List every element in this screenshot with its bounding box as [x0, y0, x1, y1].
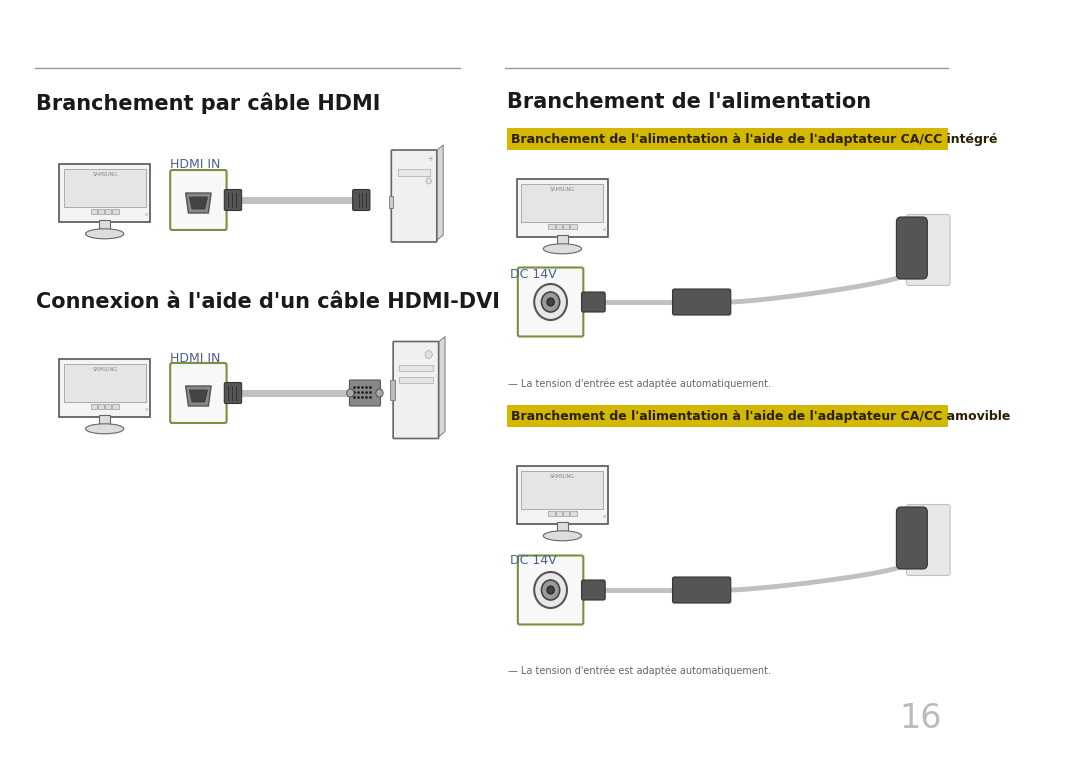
Text: Connexion à l'aide d'un câble HDMI-DVI: Connexion à l'aide d'un câble HDMI-DVI	[37, 292, 500, 312]
Text: SAMSUNG: SAMSUNG	[92, 172, 117, 177]
Bar	[105, 209, 111, 214]
Bar	[549, 224, 555, 230]
Bar	[507, 405, 948, 427]
Bar	[390, 380, 395, 400]
Bar	[64, 169, 146, 207]
Text: HDMI IN: HDMI IN	[171, 352, 220, 365]
Text: SAMSUNG: SAMSUNG	[550, 187, 575, 192]
Circle shape	[535, 572, 567, 608]
Bar	[399, 376, 433, 382]
FancyBboxPatch shape	[350, 380, 380, 406]
Bar	[563, 511, 569, 517]
Bar	[399, 365, 433, 371]
Text: DC 14V: DC 14V	[510, 268, 556, 281]
Text: Branchement de l'alimentation à l'aide de l'adaptateur CA/CC amovible: Branchement de l'alimentation à l'aide d…	[511, 410, 1010, 423]
Bar	[555, 511, 562, 517]
Circle shape	[546, 586, 554, 594]
FancyBboxPatch shape	[393, 342, 438, 439]
Bar	[522, 472, 604, 509]
Text: e: e	[603, 227, 606, 232]
Bar	[557, 235, 568, 249]
Text: — La tension d'entrée est adaptée automatiquement.: — La tension d'entrée est adaptée automa…	[508, 378, 771, 388]
Bar	[91, 209, 97, 214]
Bar	[105, 404, 111, 409]
Text: — La tension d'entrée est adaptée automatiquement.: — La tension d'entrée est adaptée automa…	[508, 665, 771, 675]
FancyBboxPatch shape	[225, 382, 242, 404]
Text: +: +	[428, 156, 433, 162]
Circle shape	[347, 389, 354, 397]
Bar	[507, 128, 948, 150]
Bar	[570, 224, 577, 230]
Bar	[390, 196, 393, 208]
FancyBboxPatch shape	[171, 170, 227, 230]
Text: HDMI IN: HDMI IN	[171, 158, 220, 171]
Circle shape	[376, 389, 383, 397]
Text: Branchement de l'alimentation à l'aide de l'adaptateur CA/CC intégré: Branchement de l'alimentation à l'aide d…	[511, 133, 997, 146]
Bar	[59, 164, 150, 222]
Circle shape	[546, 298, 554, 306]
FancyBboxPatch shape	[517, 555, 583, 624]
Bar	[557, 522, 568, 536]
Ellipse shape	[543, 531, 581, 541]
Circle shape	[426, 350, 432, 359]
Bar	[59, 359, 150, 417]
FancyBboxPatch shape	[581, 580, 605, 600]
Text: Branchement de l'alimentation: Branchement de l'alimentation	[507, 92, 872, 112]
FancyBboxPatch shape	[391, 150, 436, 242]
FancyBboxPatch shape	[517, 268, 583, 336]
Circle shape	[535, 284, 567, 320]
Circle shape	[426, 178, 431, 184]
Bar	[64, 364, 146, 402]
Bar	[112, 404, 119, 409]
Ellipse shape	[85, 229, 124, 239]
FancyBboxPatch shape	[906, 504, 950, 575]
Text: DC 14V: DC 14V	[510, 554, 556, 567]
Text: e: e	[145, 407, 148, 412]
Polygon shape	[186, 193, 211, 213]
Ellipse shape	[85, 423, 124, 434]
Bar	[570, 511, 577, 517]
FancyBboxPatch shape	[673, 289, 731, 315]
Circle shape	[541, 580, 559, 600]
FancyBboxPatch shape	[581, 292, 605, 312]
Polygon shape	[189, 197, 207, 209]
FancyBboxPatch shape	[225, 189, 242, 211]
FancyBboxPatch shape	[673, 577, 731, 603]
FancyBboxPatch shape	[896, 217, 928, 279]
Bar	[517, 466, 608, 524]
Bar	[98, 209, 104, 214]
FancyBboxPatch shape	[896, 507, 928, 569]
Bar	[522, 184, 604, 222]
Polygon shape	[186, 386, 211, 406]
Bar	[517, 179, 608, 237]
Bar	[98, 404, 104, 409]
Text: SAMSUNG: SAMSUNG	[92, 367, 117, 372]
Bar	[563, 224, 569, 230]
Text: e: e	[145, 212, 148, 217]
FancyBboxPatch shape	[906, 214, 950, 285]
Bar	[397, 169, 431, 176]
Bar	[99, 220, 110, 233]
Text: SAMSUNG: SAMSUNG	[550, 474, 575, 478]
Text: Branchement par câble HDMI: Branchement par câble HDMI	[37, 92, 381, 114]
Bar	[555, 224, 562, 230]
Bar	[91, 404, 97, 409]
Text: 16: 16	[900, 702, 942, 735]
Bar	[549, 511, 555, 517]
Polygon shape	[437, 336, 445, 437]
Text: e: e	[603, 513, 606, 519]
FancyBboxPatch shape	[353, 189, 370, 211]
FancyBboxPatch shape	[171, 363, 227, 423]
Circle shape	[541, 292, 559, 312]
Ellipse shape	[543, 244, 581, 254]
Polygon shape	[189, 390, 207, 402]
Bar	[99, 415, 110, 429]
Polygon shape	[436, 145, 443, 241]
Bar	[112, 209, 119, 214]
